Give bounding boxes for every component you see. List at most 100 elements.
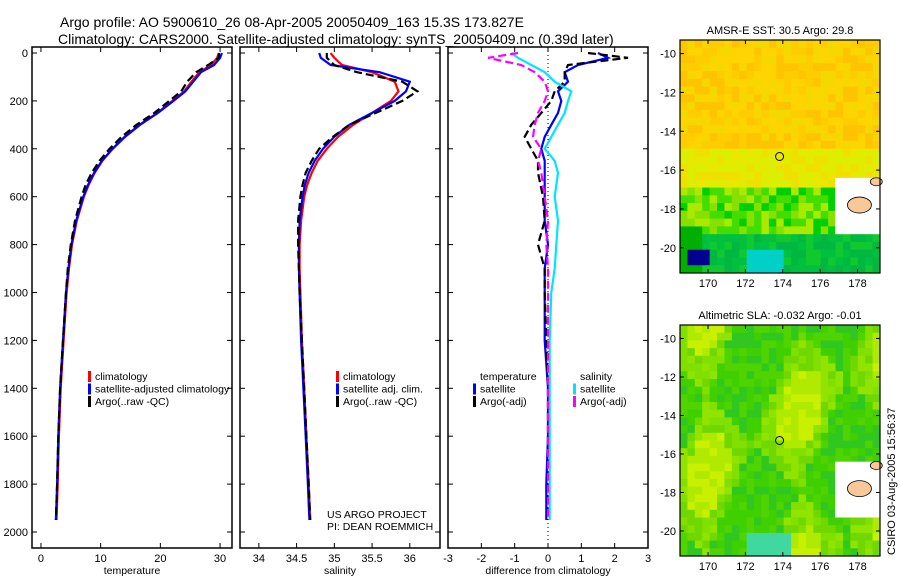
map-cell	[739, 548, 748, 557]
map-cell	[857, 448, 866, 457]
map-cell	[746, 241, 755, 251]
y-tick-label: -10	[660, 49, 676, 61]
map-cell	[724, 234, 733, 243]
map-cell	[702, 402, 711, 411]
map-cell	[820, 332, 829, 341]
map-cell	[805, 417, 814, 426]
map-cell	[694, 210, 703, 220]
map-cell	[820, 226, 829, 235]
map-cell	[768, 55, 777, 64]
map-cell	[813, 187, 822, 196]
map-cell	[746, 249, 755, 258]
map-cell	[850, 47, 859, 57]
map-cell	[709, 486, 718, 495]
map-cell	[731, 179, 740, 189]
map-cell	[805, 210, 814, 220]
map-cell	[754, 386, 762, 395]
map-cell	[731, 509, 740, 518]
map-cell	[798, 156, 807, 165]
map-cell	[791, 218, 800, 227]
map-cell	[702, 195, 711, 204]
map-cell	[739, 265, 748, 274]
map-cell	[694, 102, 703, 111]
map-cell	[768, 348, 777, 357]
map-cell	[717, 394, 725, 403]
map-cell	[813, 156, 822, 165]
map-cell	[709, 502, 718, 511]
map-frame	[679, 324, 881, 557]
map-cell	[694, 517, 703, 526]
map-cell	[776, 78, 785, 88]
island-viti-levu	[847, 480, 872, 498]
map-cell	[731, 471, 740, 480]
map-cell	[813, 348, 822, 357]
map-cell	[857, 548, 866, 557]
map-cell	[687, 102, 696, 111]
map-cell	[724, 448, 733, 457]
map-cell	[680, 502, 688, 511]
map-cell	[739, 187, 748, 196]
map-cell	[746, 540, 755, 549]
x-tick-label: -3	[443, 553, 453, 565]
map-cell	[813, 86, 822, 95]
map-cell	[828, 332, 837, 341]
y-tick-label: -20	[660, 243, 676, 255]
map-cell	[842, 455, 851, 465]
argo-position-marker	[775, 152, 785, 161]
map-cell	[709, 164, 718, 173]
map-cell	[805, 226, 814, 235]
map-cell	[694, 226, 703, 235]
legend-item: satellite-adjusted climatology	[95, 384, 230, 396]
map-cell	[850, 394, 859, 403]
map-cell	[731, 409, 740, 418]
map-cell	[761, 156, 770, 165]
y-tick-label: 1200	[4, 335, 28, 347]
map-cell	[798, 265, 807, 274]
map-cell	[754, 210, 762, 220]
map-cell	[694, 463, 703, 472]
map-cell	[717, 463, 725, 472]
map-cell	[717, 532, 725, 542]
map-cell	[835, 164, 844, 173]
map-cell	[768, 394, 777, 403]
map-cell	[835, 363, 844, 372]
x-axis-label: salinity	[324, 565, 357, 577]
map-cell	[828, 148, 837, 157]
title-line-2: Climatology: CARS2000. Satellite-adjuste…	[58, 31, 614, 47]
map-cell	[842, 140, 851, 150]
map-cell	[724, 71, 733, 80]
map-cell	[791, 332, 800, 341]
map-cell	[739, 440, 748, 449]
map-cell	[694, 148, 703, 157]
map-cell	[687, 532, 696, 542]
map-cell	[739, 78, 748, 88]
map-cell	[709, 195, 718, 204]
map-cell	[754, 94, 762, 103]
map-cell	[731, 71, 740, 80]
map-cell	[872, 109, 881, 119]
map-cell	[776, 133, 785, 142]
map-cell	[857, 355, 866, 364]
map-cell	[717, 179, 725, 189]
map-cell	[680, 63, 688, 72]
map-cell	[680, 257, 688, 266]
map-cell	[754, 363, 762, 372]
project-label: US ARGO PROJECT	[327, 509, 427, 521]
map-cell	[746, 218, 755, 227]
map-cell	[776, 348, 785, 357]
map-cell	[828, 78, 837, 88]
map-cell	[791, 133, 800, 142]
map-cell	[761, 71, 770, 80]
map-cell	[694, 509, 703, 518]
map-cell	[857, 257, 866, 266]
x-tick-label: 176	[811, 278, 829, 290]
map-cell	[820, 402, 829, 411]
map-cell	[813, 218, 822, 227]
x-tick-label: 178	[848, 278, 866, 290]
map-cell	[791, 102, 800, 111]
map-cell	[717, 265, 725, 274]
map-cell	[850, 55, 859, 64]
map-cell	[702, 63, 711, 72]
map-cell	[842, 332, 851, 341]
map-cell	[857, 164, 866, 173]
